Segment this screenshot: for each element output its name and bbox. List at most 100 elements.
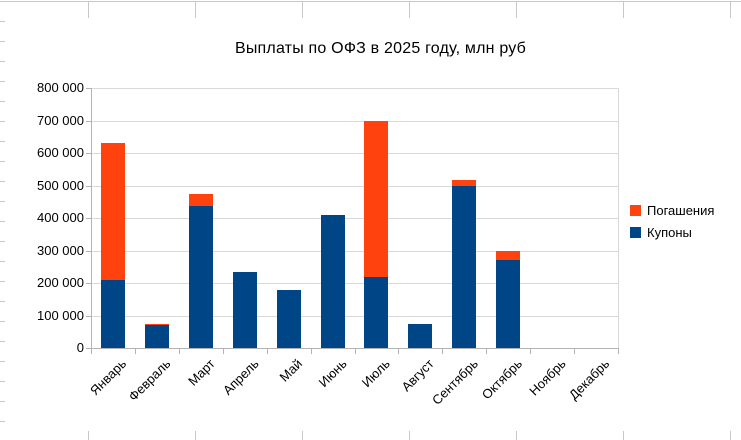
sheet-row-border <box>0 81 5 82</box>
x-axis-tick <box>91 348 92 354</box>
chart-title: Выплаты по ОФЗ в 2025 году, млн руб <box>234 40 527 57</box>
y-axis-tick <box>86 250 91 252</box>
y-axis-label: 700 000 <box>37 112 84 128</box>
sheet-row-border <box>0 141 5 142</box>
sheet-row-border <box>0 221 5 222</box>
legend-color-swatch-coupons <box>630 227 641 238</box>
x-axis-tick <box>442 348 444 354</box>
sheet-row-border <box>0 61 5 62</box>
x-axis-tick <box>574 348 576 354</box>
sheet-col-border <box>88 1 89 18</box>
bar-redemptions-6[interactable] <box>364 120 389 277</box>
sheet-row-border <box>0 121 5 122</box>
x-axis-label: Сентябрь <box>429 356 481 408</box>
y-gridline <box>91 218 618 219</box>
y-axis-tick <box>86 348 91 349</box>
y-gridline <box>91 88 618 89</box>
sheet-row-border <box>0 241 5 242</box>
sheet-row-border <box>0 301 5 302</box>
bar-redemptions-2[interactable] <box>188 194 213 206</box>
bar-coupons-1[interactable] <box>144 325 169 348</box>
sheet-col-border <box>409 1 410 18</box>
x-axis-label: Декабрь <box>566 356 613 403</box>
bar-redemptions-9[interactable] <box>496 251 521 261</box>
sheet-col-border <box>195 431 196 440</box>
x-axis-tick <box>486 348 488 354</box>
y-axis-label: 0 <box>76 340 84 355</box>
y-gridline <box>91 283 618 284</box>
bar-coupons-9[interactable] <box>496 260 521 348</box>
sheet-col-border <box>623 431 624 440</box>
sheet-col-border <box>516 431 517 440</box>
y-axis-tick <box>86 120 91 122</box>
sheet-row-border <box>0 161 5 162</box>
sheet-col-border <box>88 431 89 440</box>
x-axis-label: Октябрь <box>478 356 525 403</box>
bar-coupons-5[interactable] <box>320 215 345 348</box>
y-axis-tick <box>86 218 91 219</box>
chart-legend: Погашения Купоны <box>630 203 714 240</box>
bar-coupons-3[interactable] <box>232 271 257 348</box>
x-axis-label: Июнь <box>315 356 350 390</box>
y-gridline <box>91 120 618 122</box>
y-axis-tick <box>86 315 91 317</box>
legend-label-redemptions: Погашения <box>647 203 715 218</box>
y-gridline <box>91 250 618 252</box>
y-gridline <box>91 153 618 154</box>
bar-coupons-0[interactable] <box>100 279 125 348</box>
legend-item-redemptions[interactable]: Погашения <box>630 203 714 218</box>
bar-redemptions-8[interactable] <box>452 179 477 187</box>
sheet-row-border <box>0 41 5 42</box>
bar-coupons-6[interactable] <box>364 276 389 348</box>
sheet-row-border <box>0 421 5 422</box>
x-axis-tick <box>178 348 180 354</box>
bar-coupons-7[interactable] <box>408 323 433 348</box>
bar-coupons-8[interactable] <box>452 186 477 348</box>
sheet-row-border <box>0 281 5 282</box>
sheet-row-border <box>0 201 5 202</box>
sheet-col-border <box>730 1 731 18</box>
sheet-col-border <box>623 1 624 18</box>
sheet-row-border <box>0 261 5 262</box>
y-axis-label: 800 000 <box>37 80 84 95</box>
y-axis-label: 300 000 <box>37 242 84 258</box>
sheet-row-border <box>0 181 5 182</box>
sheet-row-border <box>0 401 5 402</box>
x-axis-tick <box>134 348 136 354</box>
sheet-row-border <box>0 101 5 102</box>
legend-color-swatch-redemptions <box>630 205 641 216</box>
x-axis-label: Февраль <box>125 356 174 404</box>
legend-label-coupons: Купоны <box>647 225 692 240</box>
y-axis-tick <box>86 283 91 284</box>
bar-redemptions-1[interactable] <box>144 323 169 326</box>
sheet-col-border <box>195 1 196 18</box>
x-axis-tick <box>398 348 400 354</box>
x-axis-label: Август <box>398 356 437 395</box>
x-axis-tick <box>530 348 532 354</box>
x-axis-tick <box>310 348 312 354</box>
y-axis-label: 400 000 <box>37 210 84 225</box>
x-axis-tick <box>266 348 268 354</box>
sheet-col-border <box>302 431 303 440</box>
legend-item-coupons[interactable]: Купоны <box>630 225 714 240</box>
x-axis-tick <box>354 348 356 354</box>
sheet-row-border <box>0 361 5 362</box>
y-axis-label: 200 000 <box>37 275 84 290</box>
y-axis-tick <box>86 88 91 89</box>
bar-redemptions-0[interactable] <box>100 143 125 280</box>
sheet-row-border <box>0 21 5 22</box>
bar-coupons-4[interactable] <box>276 290 301 348</box>
sheet-col-border <box>409 431 410 440</box>
sheet-col-border <box>516 1 517 18</box>
x-axis-label: Март <box>184 356 218 389</box>
bar-coupons-2[interactable] <box>188 205 213 348</box>
x-axis-label: Май <box>276 356 306 385</box>
sheet-row-border <box>0 1 741 2</box>
sheet-col-border <box>302 1 303 18</box>
sheet-col-border <box>730 431 731 440</box>
x-axis-label: Январь <box>87 356 130 399</box>
sheet-row-border <box>0 321 5 322</box>
x-axis-label: Июль <box>359 356 394 391</box>
